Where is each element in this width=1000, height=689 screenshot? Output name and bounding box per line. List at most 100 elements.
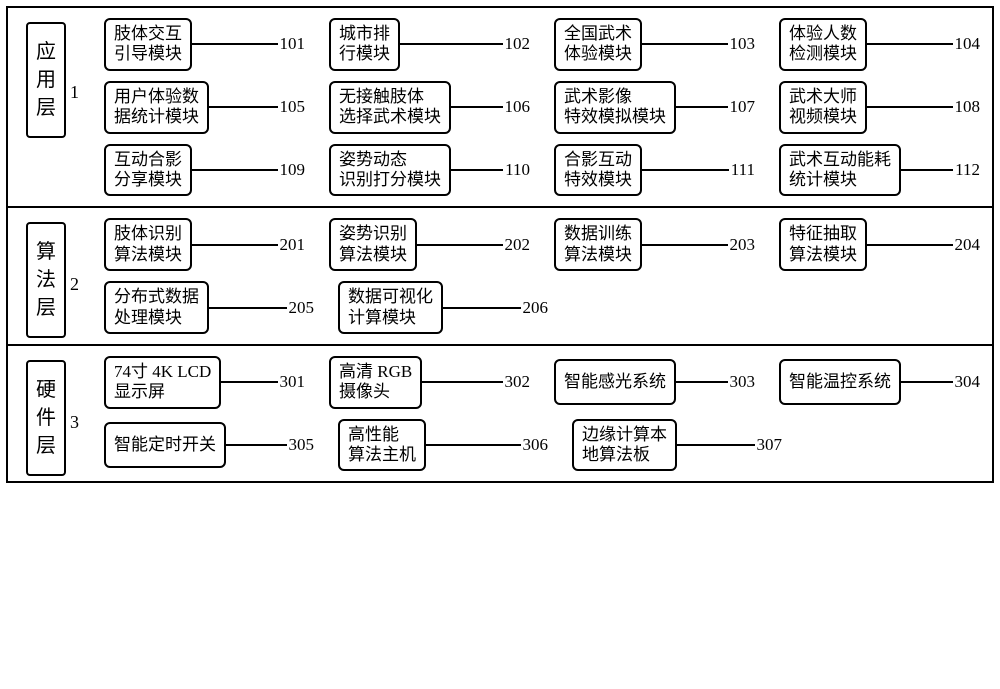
module-number: 111: [731, 160, 755, 180]
module-box: 用户体验数 据统计模块: [104, 81, 209, 134]
module-box: 高性能 算法主机: [338, 419, 426, 472]
module-box: 姿势动态 识别打分模块: [329, 144, 451, 197]
module-wrap: 体验人数 检测模块 104: [779, 18, 980, 71]
module-wrap: 数据可视化 计算模块206: [338, 281, 548, 334]
connector-line: [443, 307, 521, 309]
module-wrap: 高清 RGB 摄像头 302: [329, 356, 530, 409]
module-number: 108: [955, 97, 981, 117]
module-box: 智能定时开关: [104, 422, 226, 468]
connector-line: [226, 444, 287, 446]
module-wrap: 姿势识别 算法模块 202: [329, 218, 530, 271]
module-wrap: 肢体交互 引导模块 101: [104, 18, 305, 71]
module-number: 104: [955, 34, 981, 54]
module-wrap: 全国武术 体验模块 103: [554, 18, 755, 71]
module-number: 301: [280, 372, 306, 392]
connector-line: [422, 381, 502, 383]
module-wrap: 无接触肢体 选择武术模块 106: [329, 81, 530, 134]
module-wrap: 肢体识别 算法模块 201: [104, 218, 305, 271]
module-box: 武术互动能耗 统计模块: [779, 144, 901, 197]
module-number: 201: [280, 235, 306, 255]
module-number: 106: [505, 97, 531, 117]
connector-line: [426, 444, 521, 446]
module-wrap: 互动合影 分享模块 109: [104, 144, 305, 197]
module-number: 306: [523, 435, 549, 455]
module-box: 武术大师 视频模块: [779, 81, 867, 134]
module-wrap: 武术大师 视频模块 108: [779, 81, 980, 134]
module-box: 城市排 行模块: [329, 18, 400, 71]
layer-3: 硬件层3 74寸 4K LCD 显示屏 301 高清 RGB 摄像头 302 智能感光系统…: [8, 346, 992, 482]
connector-line: [867, 244, 953, 246]
layer-1: 应用层1肢体交互 引导模块101城市排 行模块102全国武术 体验模块103体验…: [8, 8, 992, 208]
module-row: 智能定时开关 305 高性能 算法主机 306 边缘计算本 地算法板307: [104, 419, 980, 472]
module-number: 206: [523, 298, 549, 318]
architecture-diagram: 应用层1肢体交互 引导模块101城市排 行模块102全国武术 体验模块103体验…: [6, 6, 994, 483]
module-number: 205: [289, 298, 315, 318]
layer-label: 硬件层: [26, 360, 66, 476]
module-box: 全国武术 体验模块: [554, 18, 642, 71]
module-number: 112: [955, 160, 980, 180]
connector-line: [400, 43, 503, 45]
module-box: 74寸 4K LCD 显示屏: [104, 356, 221, 409]
module-box: 互动合影 分享模块: [104, 144, 192, 197]
connector-line: [867, 106, 953, 108]
module-wrap: 姿势动态 识别打分模块 110: [329, 144, 530, 197]
connector-line: [209, 106, 278, 108]
module-number: 102: [505, 34, 531, 54]
connector-line: [192, 169, 278, 171]
module-wrap: 边缘计算本 地算法板307: [572, 419, 782, 472]
layer-number: 2: [70, 274, 79, 295]
module-wrap: 分布式数据 处理模块205: [104, 281, 314, 334]
module-wrap: 特征抽取 算法模块 204: [779, 218, 980, 271]
module-row: 用户体验数 据统计模块105 无接触肢体 选择武术模块 106 武术影像 特效模拟模块…: [104, 81, 980, 134]
module-row: 74寸 4K LCD 显示屏 301 高清 RGB 摄像头 302 智能感光系统303 智…: [104, 356, 980, 409]
module-row: 肢体识别 算法模块 201 姿势识别 算法模块 202 数据训练 算法模块 203 特征抽取…: [104, 218, 980, 271]
connector-line: [677, 444, 755, 446]
layer-label: 应用层: [26, 22, 66, 138]
layer-2: 算法层2肢体识别 算法模块201姿势识别 算法模块202数据训练 算法模块203…: [8, 208, 992, 346]
connector-line: [642, 169, 729, 171]
connector-line: [901, 169, 953, 171]
module-number: 307: [757, 435, 783, 455]
module-row: 肢体交互 引导模块 101 城市排 行模块 102 全国武术 体验模块 103 体验人数 检…: [104, 18, 980, 71]
module-wrap: 智能感光系统303: [554, 356, 755, 409]
module-wrap: 武术影像 特效模拟模块107: [554, 81, 755, 134]
module-wrap: 74寸 4K LCD 显示屏 301: [104, 356, 305, 409]
connector-line: [192, 244, 278, 246]
module-box: 体验人数 检测模块: [779, 18, 867, 71]
module-number: 305: [289, 435, 315, 455]
module-wrap: 城市排 行模块 102: [329, 18, 530, 71]
connector-line: [642, 43, 728, 45]
module-number: 302: [505, 372, 531, 392]
module-box: 数据训练 算法模块: [554, 218, 642, 271]
module-number: 202: [505, 235, 531, 255]
module-box: 合影互动 特效模块: [554, 144, 642, 197]
layer-number: 3: [70, 412, 79, 433]
module-box: 无接触肢体 选择武术模块: [329, 81, 451, 134]
module-box: 肢体交互 引导模块: [104, 18, 192, 71]
module-number: 103: [730, 34, 756, 54]
connector-line: [451, 169, 503, 171]
module-number: 203: [730, 235, 756, 255]
module-row: 互动合影 分享模块 109 姿势动态 识别打分模块 110 合影互动 特效模块 111 武术…: [104, 144, 980, 197]
module-number: 109: [280, 160, 306, 180]
connector-line: [867, 43, 953, 45]
module-number: 110: [505, 160, 530, 180]
module-box: 武术影像 特效模拟模块: [554, 81, 676, 134]
connector-line: [901, 381, 953, 383]
module-box: 肢体识别 算法模块: [104, 218, 192, 271]
connector-line: [417, 244, 503, 246]
module-box: 高清 RGB 摄像头: [329, 356, 422, 409]
module-wrap: 智能温控系统304: [779, 356, 980, 409]
module-wrap: 用户体验数 据统计模块105: [104, 81, 305, 134]
module-box: 特征抽取 算法模块: [779, 218, 867, 271]
module-wrap: 数据训练 算法模块 203: [554, 218, 755, 271]
connector-line: [192, 43, 278, 45]
module-box: 姿势识别 算法模块: [329, 218, 417, 271]
connector-line: [451, 106, 503, 108]
module-number: 303: [730, 372, 756, 392]
connector-line: [676, 381, 728, 383]
module-number: 101: [280, 34, 306, 54]
connector-line: [221, 381, 277, 383]
connector-line: [642, 244, 728, 246]
module-number: 204: [955, 235, 981, 255]
